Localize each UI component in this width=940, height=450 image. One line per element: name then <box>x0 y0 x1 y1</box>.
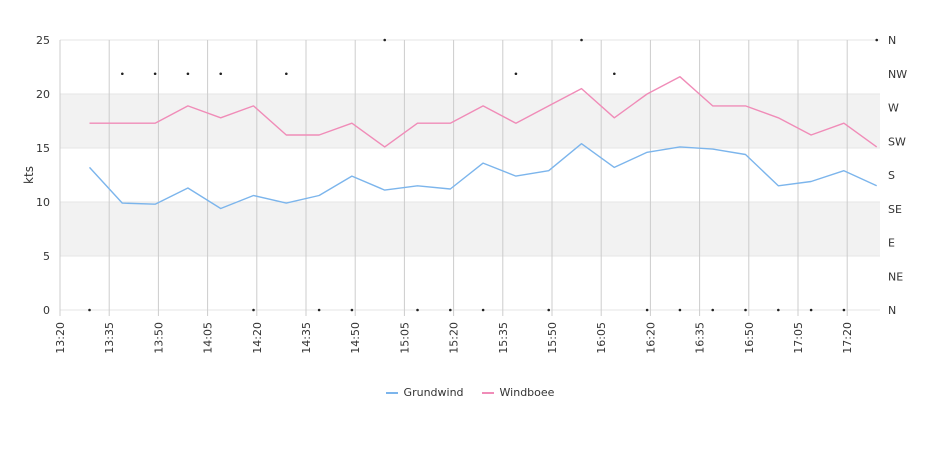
direction-point-13 <box>514 72 518 76</box>
x-tick-label-11: 16:05 <box>595 322 608 354</box>
plot-band-0 <box>60 202 880 256</box>
direction-point-17 <box>645 308 649 312</box>
y-tick-label-3: 15 <box>36 142 50 155</box>
y-tick-label-5: 25 <box>36 34 50 47</box>
x-tick-label-4: 14:20 <box>251 322 264 354</box>
direction-point-24 <box>875 38 879 42</box>
x-tick-label-0: 13:20 <box>54 322 67 354</box>
x-tick-label-8: 15:20 <box>448 322 461 354</box>
x-tick-label-15: 17:05 <box>792 322 805 354</box>
series-line-windboee <box>89 75 878 148</box>
x-tick-label-7: 15:05 <box>398 322 411 354</box>
x-tick-label-5: 14:35 <box>300 322 313 354</box>
legend-swatch-grundwind <box>385 391 398 394</box>
y-axis-title: kts <box>22 166 36 184</box>
direction-point-14 <box>547 308 551 312</box>
legend-label-grundwind: Grundwind <box>403 386 464 399</box>
x-tick-label-6: 14:50 <box>349 322 362 354</box>
direction-point-0 <box>88 308 91 312</box>
legend-label-windboee: Windboee <box>499 386 555 399</box>
x-tick-label-2: 13:50 <box>152 322 165 354</box>
direction-point-21 <box>777 308 780 312</box>
direction-point-8 <box>350 308 354 312</box>
direction-tick-label-4: S <box>888 169 895 182</box>
legend: Grundwind Windboee <box>0 386 940 399</box>
direction-point-23 <box>842 308 846 312</box>
y-tick-label-1: 5 <box>43 250 50 263</box>
y-tick-label-2: 10 <box>36 196 50 209</box>
y-tick-label-4: 20 <box>36 88 50 101</box>
direction-tick-label-0: N <box>888 34 896 47</box>
direction-point-3 <box>186 72 190 76</box>
direction-tick-label-2: W <box>888 102 899 115</box>
direction-point-19 <box>711 308 715 312</box>
direction-point-10 <box>416 308 419 312</box>
direction-tick-label-6: E <box>888 237 895 250</box>
direction-point-9 <box>383 38 387 42</box>
y-tick-label-0: 0 <box>43 304 50 317</box>
x-tick-label-16: 17:20 <box>841 322 854 354</box>
direction-tick-label-3: SW <box>888 135 906 148</box>
x-tick-label-9: 15:35 <box>497 322 510 354</box>
legend-swatch-windboee <box>481 391 494 394</box>
direction-point-22 <box>809 308 813 312</box>
x-tick-label-3: 14:05 <box>202 322 215 354</box>
x-tick-label-12: 16:20 <box>644 322 657 354</box>
direction-point-1 <box>121 72 124 76</box>
x-tick-label-14: 16:50 <box>743 322 756 354</box>
x-tick-label-10: 15:50 <box>546 322 559 354</box>
direction-point-6 <box>285 72 288 76</box>
plot-band-1 <box>60 94 880 148</box>
direction-point-20 <box>744 308 747 312</box>
direction-tick-label-7: NE <box>888 270 903 283</box>
direction-point-7 <box>317 308 321 312</box>
series-line-grundwind <box>88 142 877 210</box>
direction-tick-label-1: NW <box>888 68 907 81</box>
legend-item-grundwind[interactable]: Grundwind <box>385 386 464 399</box>
x-tick-label-1: 13:35 <box>103 322 116 354</box>
direction-point-5 <box>252 308 255 312</box>
direction-tick-label-5: SE <box>888 203 902 216</box>
direction-point-12 <box>481 308 485 312</box>
direction-point-11 <box>449 308 452 312</box>
direction-point-2 <box>153 72 157 76</box>
direction-point-15 <box>580 38 583 42</box>
direction-tick-label-8: N <box>888 304 896 317</box>
x-tick-label-13: 16:35 <box>694 322 707 354</box>
direction-point-18 <box>678 308 682 312</box>
legend-item-windboee[interactable]: Windboee <box>481 386 555 399</box>
direction-point-16 <box>613 72 616 76</box>
direction-point-4 <box>219 72 223 76</box>
